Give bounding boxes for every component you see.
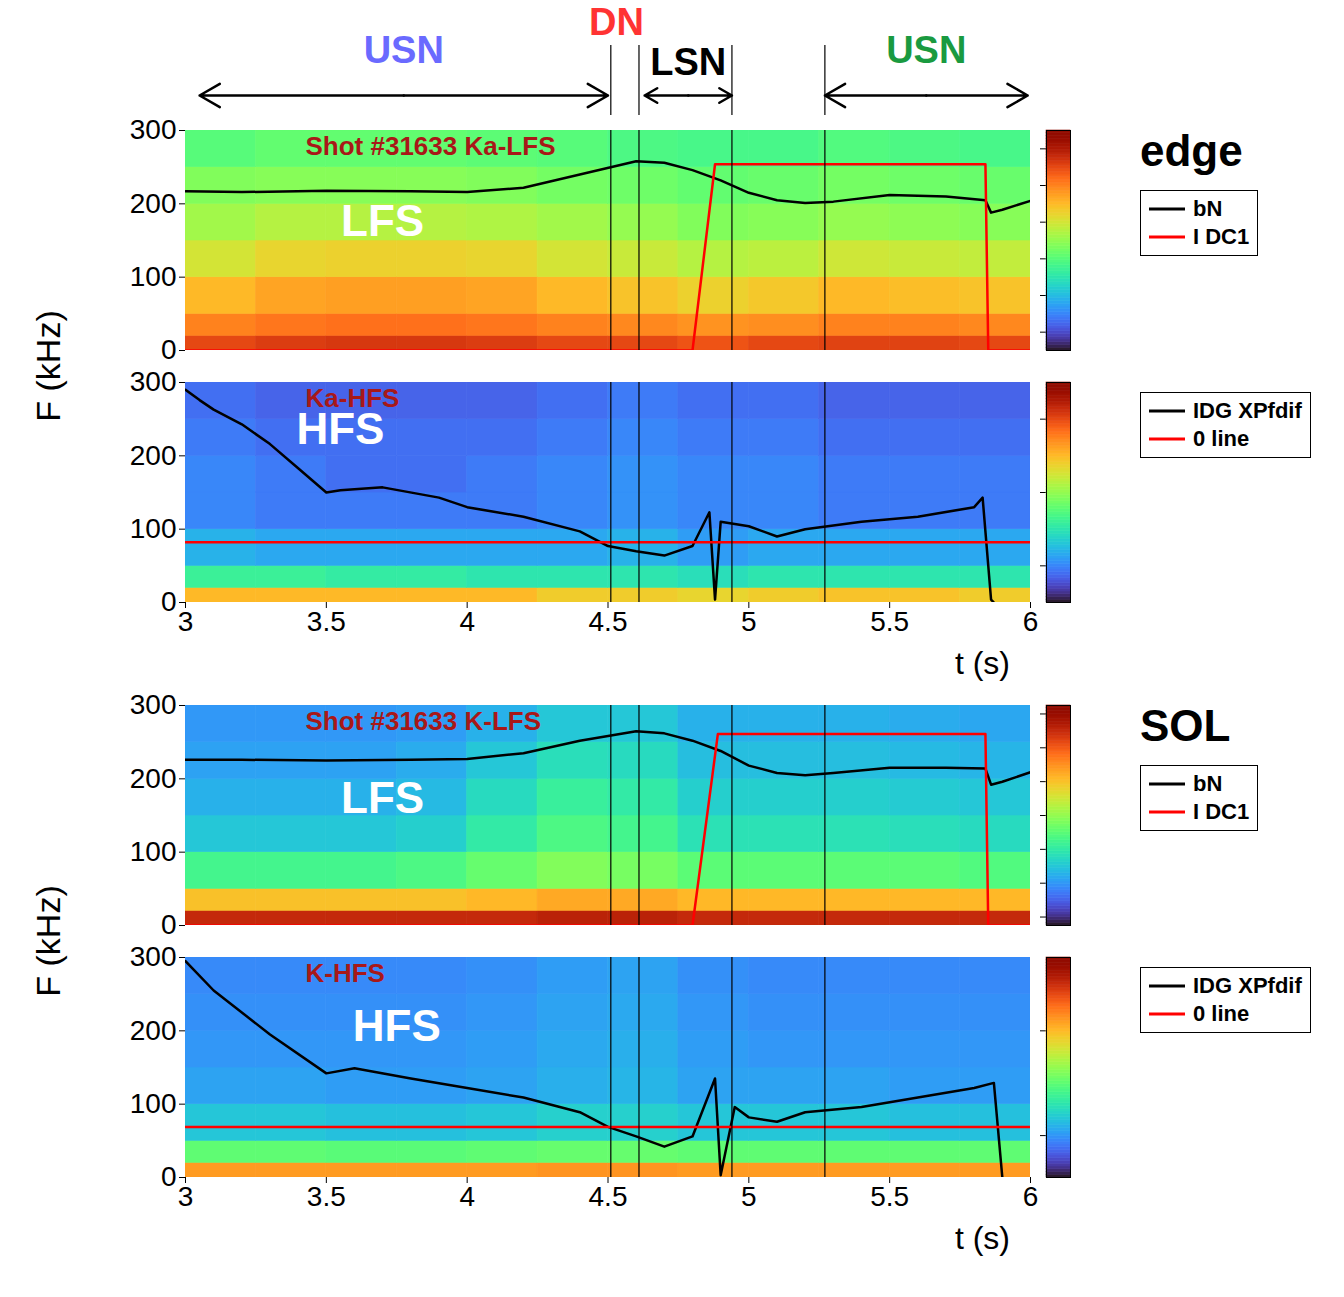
svg-text:LFS: LFS (341, 773, 424, 822)
html-text:F (kHz): F (kHz) (28, 310, 67, 422)
svg-text:100: 100 (130, 513, 177, 544)
svg-text:USN: USN (886, 29, 966, 71)
svg-text:DN: DN (589, 1, 644, 43)
svg-text:K-HFS: K-HFS (306, 958, 385, 988)
html-text:SOL: SOL (1140, 701, 1231, 750)
svg-text:3.5: 3.5 (307, 1181, 346, 1212)
svg-text:4.5: 4.5 (589, 1181, 628, 1212)
svg-text:0: 0 (161, 1161, 177, 1192)
svg-text:300: 300 (130, 690, 177, 720)
svg-text:Shot #31633 K-LFS: Shot #31633 K-LFS (306, 706, 542, 736)
svg-text:200: 200 (130, 188, 177, 219)
svg-text:6: 6 (1023, 1181, 1039, 1212)
svg-text:5.5: 5.5 (870, 606, 909, 637)
svg-text:0: 0 (161, 586, 177, 617)
html-text:bN: bN (1193, 196, 1223, 221)
svg-text:USN: USN (364, 29, 444, 71)
svg-text:LFS: LFS (341, 196, 424, 245)
svg-text:Ka-HFS: Ka-HFS (305, 383, 400, 413)
html-text:IDG XPfdif: IDG XPfdif (1193, 973, 1302, 998)
svg-text:3.5: 3.5 (307, 606, 346, 637)
svg-text:4: 4 (459, 606, 475, 637)
svg-text:200: 200 (130, 763, 177, 794)
html-text:bN: bN (1193, 771, 1223, 796)
svg-text:3: 3 (178, 1181, 194, 1212)
html-text:edge: edge (1140, 126, 1243, 175)
svg-text:HFS: HFS (296, 404, 384, 453)
svg-text:100: 100 (130, 1088, 177, 1119)
svg-text:0: 0 (161, 334, 177, 365)
svg-text:4.5: 4.5 (589, 606, 628, 637)
svg-text:3: 3 (178, 606, 194, 637)
html-text:t (s): t (s) (954, 645, 1010, 681)
svg-text:LSN: LSN (650, 41, 726, 83)
html-text:t (s): t (s) (954, 1220, 1010, 1256)
svg-text:100: 100 (130, 261, 177, 292)
html-text:F (kHz): F (kHz) (28, 885, 67, 997)
html-text:I DC1: I DC1 (1193, 224, 1250, 249)
svg-text:6: 6 (1023, 606, 1039, 637)
svg-text:5: 5 (741, 1181, 757, 1212)
html-text:0 line: 0 line (1193, 426, 1250, 451)
svg-text:5: 5 (741, 606, 757, 637)
svg-text:5.5: 5.5 (870, 1181, 909, 1212)
svg-text:200: 200 (130, 1015, 177, 1046)
html-text:I DC1: I DC1 (1193, 799, 1250, 824)
svg-text:300: 300 (130, 366, 177, 397)
svg-text:HFS: HFS (353, 1001, 441, 1050)
svg-text:Shot #31633 Ka-LFS: Shot #31633 Ka-LFS (306, 131, 556, 161)
svg-text:300: 300 (130, 115, 177, 145)
svg-text:200: 200 (130, 440, 177, 471)
svg-text:300: 300 (130, 941, 177, 972)
svg-text:4: 4 (459, 1181, 475, 1212)
html-text:IDG XPfdif: IDG XPfdif (1193, 398, 1302, 423)
svg-text:0: 0 (161, 909, 177, 940)
html-text:0 line: 0 line (1193, 1001, 1250, 1026)
svg-text:100: 100 (130, 836, 177, 867)
